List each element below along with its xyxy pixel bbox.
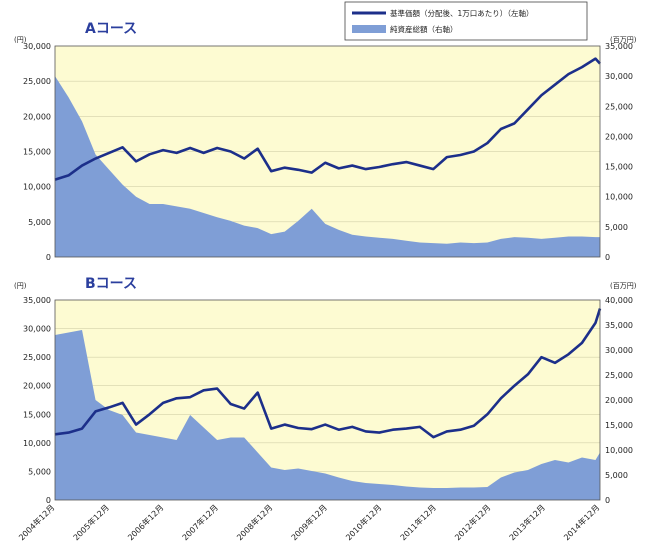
- left-tick-label: 25,000: [23, 77, 51, 86]
- right-tick-label: 20,000: [605, 396, 633, 405]
- left-tick-label: 15,000: [23, 410, 51, 419]
- x-tick-label: 2007年12月: [180, 502, 220, 542]
- x-tick-label: 2012年12月: [452, 502, 492, 542]
- x-tick-label: 2010年12月: [343, 502, 383, 542]
- right-tick-label: 25,000: [605, 102, 633, 111]
- x-tick-label: 2013年12月: [507, 502, 547, 542]
- right-unit-label: (百万円): [610, 36, 637, 44]
- right-tick-label: 15,000: [605, 163, 633, 172]
- right-tick-label: 15,000: [605, 421, 633, 430]
- right-tick-label: 35,000: [605, 42, 633, 51]
- plot-frame: [54, 299, 601, 501]
- legend-assets-swatch: [352, 25, 386, 33]
- left-tick-label: 10,000: [23, 183, 51, 192]
- chart-panel-1: 0 5,000 10,000 15,000 20,000 25,000 30,000 0 5,0…: [14, 21, 637, 262]
- right-tick-label: 5,000: [605, 223, 628, 232]
- right-unit-label: (百万円): [610, 282, 637, 290]
- left-tick-label: 20,000: [23, 112, 51, 121]
- left-tick-label: 20,000: [23, 382, 51, 391]
- legend-box: [344, 1, 588, 41]
- right-tick-label: 35,000: [605, 321, 633, 330]
- left-unit-label: (円): [14, 282, 27, 290]
- right-tick-label: 30,000: [605, 346, 633, 355]
- right-tick-label: 10,000: [605, 193, 633, 202]
- nav-line: [54, 57, 601, 181]
- left-tick-label: 30,000: [23, 42, 51, 51]
- legend: 基準価額（分配後、1万口あたり）（左軸） 純資産総額（右軸）: [344, 1, 588, 41]
- nav-line: [54, 308, 602, 439]
- left-tick-label: 5,000: [28, 218, 51, 227]
- panel-title: Bコース: [85, 276, 137, 292]
- left-tick-label: 25,000: [23, 353, 51, 362]
- x-tick-label: 2009年12月: [289, 502, 329, 542]
- left-tick-label: 30,000: [23, 325, 51, 334]
- right-tick-label: 10,000: [605, 446, 633, 455]
- left-tick-label: 35,000: [23, 296, 51, 305]
- right-tick-label: 25,000: [605, 371, 633, 380]
- right-tick-label: 20,000: [605, 132, 633, 141]
- left-tick-label: 0: [46, 253, 51, 262]
- legend-nav-label: 基準価額（分配後、1万口あたり）（左軸）: [390, 8, 534, 18]
- x-tick-label: 2004年12月: [16, 502, 56, 542]
- right-tick-label: 0: [605, 253, 610, 262]
- legend-assets-label: 純資産総額（右軸）: [390, 24, 458, 34]
- x-tick-label: 2006年12月: [125, 502, 165, 542]
- chart-panel-2: 0 5,000 10,000 15,000 20,000 25,000 30,000 35,0…: [14, 276, 637, 505]
- x-tick-label: 2014年12月: [561, 502, 601, 542]
- panel-title: Aコース: [85, 21, 137, 37]
- x-tick-label: 2011年12月: [398, 502, 438, 542]
- x-tick-label: 2008年12月: [234, 502, 274, 542]
- right-tick-label: 30,000: [605, 72, 633, 81]
- left-tick-label: 0: [46, 496, 51, 505]
- right-tick-label: 5,000: [605, 471, 628, 480]
- left-tick-label: 5,000: [28, 467, 51, 476]
- assets-area: [55, 330, 600, 500]
- x-tick-label: 2005年12月: [71, 502, 111, 542]
- right-tick-label: 0: [605, 496, 610, 505]
- right-tick-label: 40,000: [605, 296, 633, 305]
- left-tick-label: 15,000: [23, 148, 51, 157]
- left-unit-label: (円): [14, 36, 27, 44]
- assets-area: [55, 76, 600, 258]
- left-tick-label: 10,000: [23, 439, 51, 448]
- plot-frame: [54, 45, 601, 258]
